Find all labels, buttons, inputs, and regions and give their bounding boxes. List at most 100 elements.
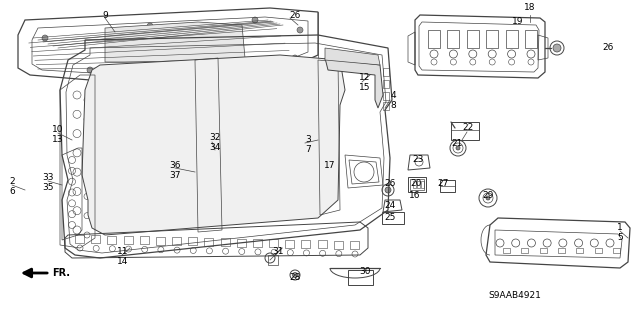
Bar bbox=[408, 177, 426, 192]
Text: 17: 17 bbox=[324, 160, 336, 169]
Text: 18: 18 bbox=[524, 4, 536, 12]
Text: S9AAB4921: S9AAB4921 bbox=[488, 291, 541, 300]
Bar bbox=[382, 212, 404, 224]
Text: 32: 32 bbox=[209, 133, 221, 143]
Text: 3: 3 bbox=[305, 136, 311, 145]
Bar bbox=[383, 80, 389, 88]
Polygon shape bbox=[105, 22, 245, 62]
Circle shape bbox=[252, 17, 258, 23]
Circle shape bbox=[486, 196, 490, 200]
Bar bbox=[525, 30, 537, 48]
Bar bbox=[613, 248, 620, 253]
Bar bbox=[577, 248, 583, 253]
Text: 26: 26 bbox=[602, 43, 614, 53]
Text: 31: 31 bbox=[272, 248, 284, 256]
Text: 26: 26 bbox=[289, 11, 301, 19]
Text: 14: 14 bbox=[117, 257, 129, 266]
Bar bbox=[506, 30, 518, 48]
Text: 21: 21 bbox=[451, 138, 463, 147]
Bar bbox=[595, 248, 602, 253]
Bar bbox=[383, 92, 389, 100]
Bar bbox=[417, 181, 420, 188]
Polygon shape bbox=[325, 58, 383, 108]
Bar bbox=[285, 240, 294, 248]
Text: 37: 37 bbox=[169, 170, 180, 180]
Text: 19: 19 bbox=[512, 18, 524, 26]
Text: 2: 2 bbox=[9, 177, 15, 187]
Circle shape bbox=[297, 27, 303, 33]
Bar bbox=[522, 248, 529, 253]
Polygon shape bbox=[82, 55, 345, 235]
Bar bbox=[213, 150, 218, 158]
Bar bbox=[348, 270, 373, 285]
Text: 10: 10 bbox=[52, 125, 64, 135]
Text: 33: 33 bbox=[42, 174, 54, 182]
Circle shape bbox=[292, 55, 298, 61]
Bar bbox=[91, 235, 100, 243]
Circle shape bbox=[147, 23, 153, 29]
Text: FR.: FR. bbox=[52, 268, 70, 278]
Bar bbox=[486, 30, 498, 48]
Bar bbox=[75, 235, 84, 243]
Bar bbox=[221, 238, 230, 246]
Bar bbox=[350, 241, 359, 249]
Text: 23: 23 bbox=[412, 155, 424, 165]
Text: 35: 35 bbox=[42, 183, 54, 192]
Text: 34: 34 bbox=[209, 144, 221, 152]
Text: 28: 28 bbox=[289, 273, 301, 283]
Bar bbox=[428, 30, 440, 48]
Bar bbox=[269, 239, 278, 247]
Bar bbox=[237, 239, 246, 247]
Text: 13: 13 bbox=[52, 136, 64, 145]
Bar bbox=[413, 181, 416, 188]
Bar bbox=[204, 238, 213, 246]
Bar bbox=[156, 237, 165, 245]
Bar bbox=[467, 30, 479, 48]
Bar bbox=[447, 30, 460, 48]
Bar bbox=[440, 180, 455, 192]
Text: 24: 24 bbox=[385, 201, 396, 210]
Text: 5: 5 bbox=[617, 234, 623, 242]
Circle shape bbox=[87, 67, 93, 73]
Text: 15: 15 bbox=[359, 84, 371, 93]
Bar bbox=[108, 236, 116, 244]
Text: 11: 11 bbox=[117, 248, 129, 256]
Text: 9: 9 bbox=[102, 11, 108, 19]
Text: 7: 7 bbox=[305, 145, 311, 154]
Text: 12: 12 bbox=[359, 73, 371, 83]
Bar bbox=[383, 68, 389, 76]
Bar bbox=[268, 255, 278, 265]
Polygon shape bbox=[325, 48, 380, 65]
Text: 27: 27 bbox=[437, 179, 449, 188]
Bar bbox=[317, 240, 326, 248]
Text: 36: 36 bbox=[169, 160, 180, 169]
Bar bbox=[124, 236, 132, 244]
Circle shape bbox=[456, 146, 460, 150]
Circle shape bbox=[553, 44, 561, 52]
Text: 16: 16 bbox=[409, 190, 420, 199]
Bar bbox=[558, 248, 565, 253]
Bar bbox=[503, 248, 510, 253]
Text: 8: 8 bbox=[390, 100, 396, 109]
Bar bbox=[410, 179, 424, 190]
Circle shape bbox=[42, 35, 48, 41]
Text: 29: 29 bbox=[483, 190, 493, 199]
Text: 22: 22 bbox=[462, 123, 474, 132]
Bar bbox=[451, 122, 479, 140]
Bar bbox=[213, 138, 218, 146]
Text: 4: 4 bbox=[390, 91, 396, 100]
Text: 1: 1 bbox=[617, 224, 623, 233]
Bar bbox=[172, 237, 181, 245]
Bar bbox=[421, 181, 424, 188]
Bar bbox=[383, 102, 389, 110]
Bar bbox=[140, 236, 148, 244]
Text: 20: 20 bbox=[410, 179, 422, 188]
Bar bbox=[540, 248, 547, 253]
Text: 30: 30 bbox=[359, 268, 371, 277]
Circle shape bbox=[385, 187, 391, 193]
Bar bbox=[334, 241, 343, 249]
Text: 25: 25 bbox=[384, 213, 396, 222]
Text: 26: 26 bbox=[384, 179, 396, 188]
Circle shape bbox=[292, 272, 298, 278]
Bar bbox=[301, 240, 310, 248]
